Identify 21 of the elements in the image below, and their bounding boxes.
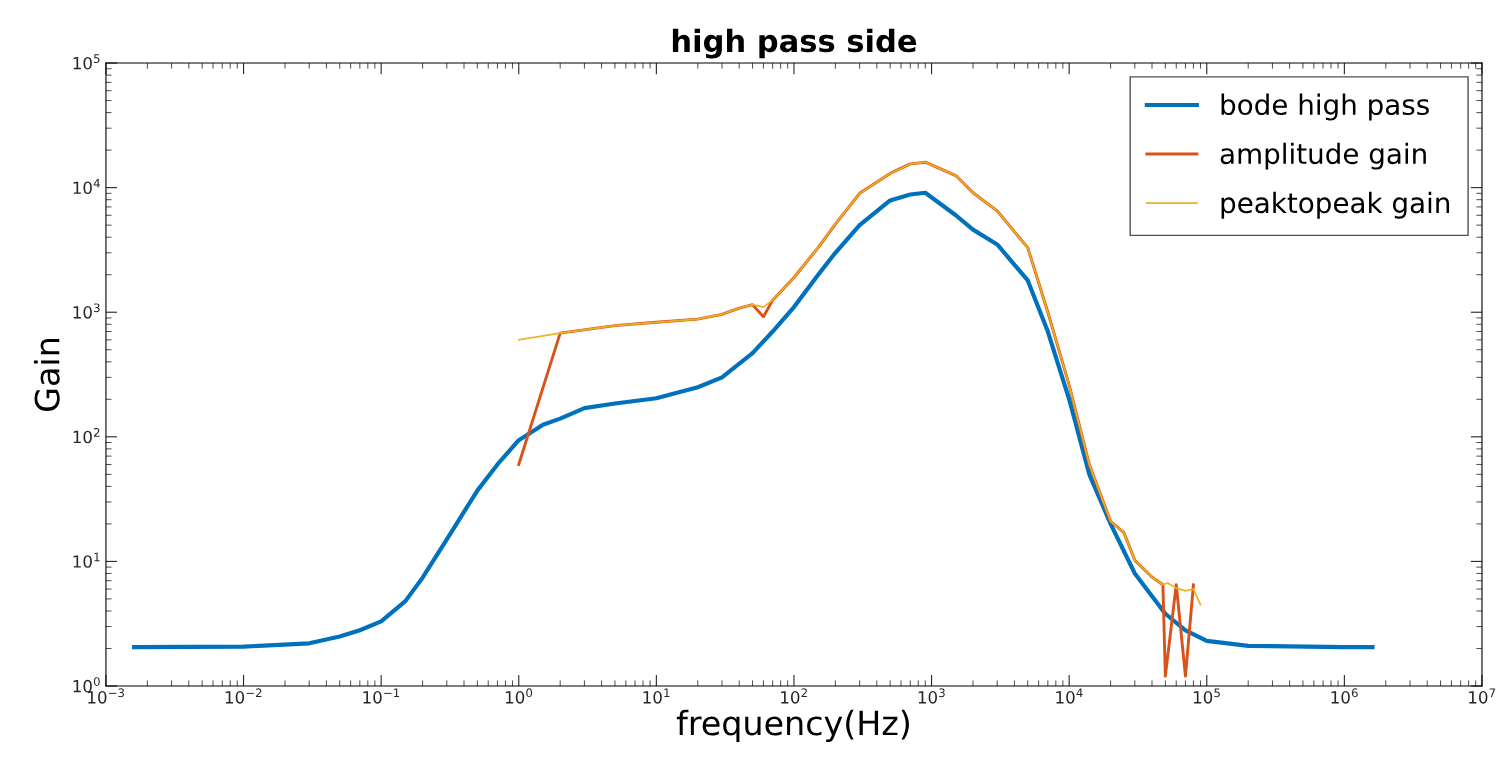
x-tick-label: 10$^{−2}$: [225, 688, 262, 704]
x-tick-label: 10$^{4}$: [1056, 688, 1083, 704]
y-tick-label: 10$^{5}$: [73, 54, 100, 70]
chart-title: high pass side: [672, 28, 917, 59]
legend-label: amplitude gain: [1220, 142, 1426, 170]
legend-label: peaktopeak gain: [1221, 191, 1450, 219]
x-tick-label: 10$^{1}$: [643, 688, 670, 704]
x-tick-label: 10$^{−1}$: [363, 688, 400, 704]
y-tick-label: 10$^{3}$: [73, 303, 100, 319]
y-tick-label: 10$^{1}$: [73, 552, 100, 568]
y-tick-label: 10$^{2}$: [73, 427, 100, 444]
x-tick-label: 10$^{3}$: [918, 688, 945, 704]
y-tick-label: 10$^{4}$: [73, 178, 100, 195]
x-tick-label: 10$^{5}$: [1193, 688, 1220, 704]
y-axis-title: Gain: [33, 339, 60, 411]
x-axis-title: frequency(Hz): [676, 709, 909, 743]
legend-label: bode high pass: [1221, 93, 1429, 121]
x-tick-label: 10$^{7}$: [1469, 688, 1496, 704]
x-tick-label: 10$^{6}$: [1331, 688, 1358, 704]
x-tick-label: 10$^{0}$: [505, 688, 533, 704]
x-tick-label: 10$^{2}$: [781, 688, 807, 704]
